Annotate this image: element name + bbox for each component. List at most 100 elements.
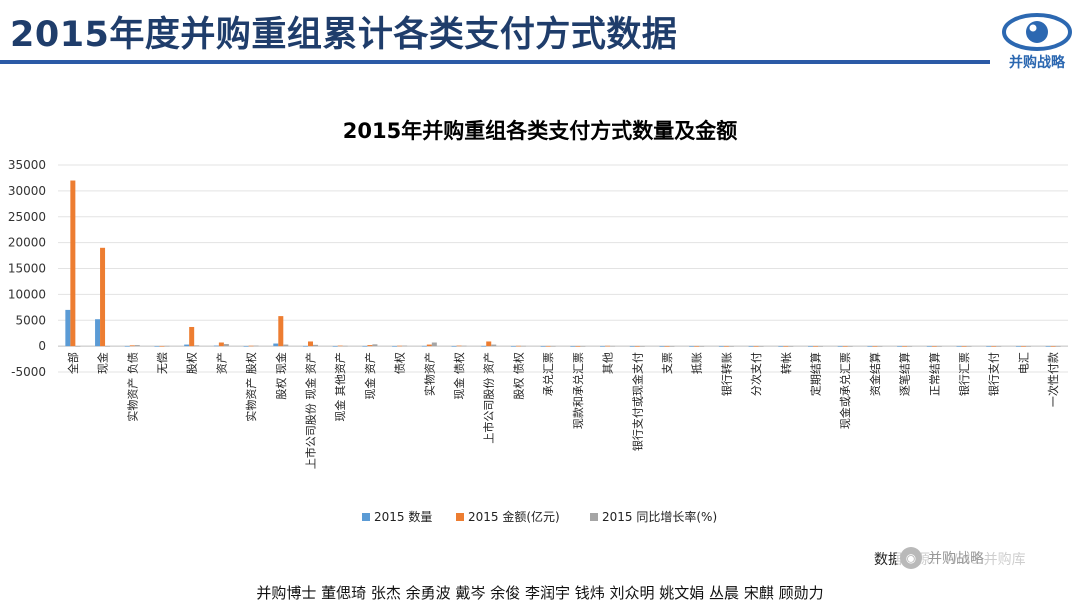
bar-s2-c28 — [907, 346, 913, 347]
y-tick-label: -5000 — [11, 365, 46, 379]
bar-s2-c0 — [75, 346, 81, 347]
y-tick-label: 5000 — [15, 313, 46, 327]
legend-label-0: 2015 数量 — [374, 509, 432, 524]
bar-s0-c20 — [659, 346, 665, 347]
eye-logo-icon — [1002, 13, 1072, 51]
bar-s0-c25 — [808, 346, 813, 347]
x-tick-label: 债权 — [393, 352, 407, 374]
x-tick-label: 分次支付 — [749, 352, 763, 396]
bar-s0-c24 — [778, 346, 784, 347]
bar-s2-c22 — [728, 346, 734, 347]
bar-s2-c5 — [223, 344, 229, 347]
bar-s0-c8 — [303, 345, 308, 347]
x-tick-label: 银行支付或现金支付 — [630, 352, 644, 451]
wechat-watermark: ◉ 并购战略 — [896, 545, 1044, 571]
bar-s0-c18 — [600, 346, 606, 347]
bar-s1-c14 — [486, 341, 492, 347]
x-tick-label: 现金 — [96, 352, 110, 374]
bar-s0-c5 — [213, 345, 219, 347]
bar-s2-c19 — [639, 346, 645, 347]
x-tick-label: 实物资产 股权 — [244, 352, 258, 422]
bar-s0-c12 — [421, 345, 427, 347]
x-tick-label: 承兑汇票 — [541, 352, 555, 396]
bar-s2-c30 — [966, 346, 972, 347]
x-tick-label: 现款和承兑汇票 — [571, 352, 585, 429]
bar-s1-c5 — [218, 342, 224, 347]
x-tick-label: 股权 债权 — [511, 352, 525, 400]
bar-s2-c7 — [283, 344, 289, 347]
bar-s1-c4 — [189, 326, 195, 347]
chart-title: 2015年并购重组各类支付方式数量及金额 — [343, 119, 737, 143]
bar-s1-c24 — [783, 346, 789, 347]
bar-s0-c30 — [956, 346, 962, 347]
bar-s2-c16 — [550, 345, 556, 347]
bar-s1-c1 — [100, 247, 106, 347]
bar-s0-c19 — [629, 346, 635, 347]
x-tick-label: 无偿 — [155, 352, 169, 374]
x-tick-label: 股权 — [186, 352, 199, 374]
x-tick-label: 上市公司股份 资产 — [482, 352, 496, 444]
x-tick-label: 定期结算 — [809, 352, 823, 396]
bar-s2-c10 — [372, 344, 378, 347]
bar-s1-c20 — [664, 346, 670, 347]
y-tick-label: 0 — [38, 339, 46, 353]
bar-s0-c6 — [243, 346, 249, 347]
bar-s1-c19 — [634, 346, 640, 347]
bar-s2-c13 — [461, 345, 467, 347]
authors-line: 并购博士 董偲琦 张杰 余勇波 戴岑 余俊 李润宇 钱炜 刘众明 姚文娟 丛晨 … — [256, 584, 824, 602]
bar-s2-c14 — [491, 344, 497, 347]
x-tick-label: 现金 资产 — [363, 352, 377, 400]
x-tick-label: 正常结算 — [927, 352, 941, 396]
bar-s2-c2 — [134, 345, 140, 347]
x-tick-label: 实物资产 负债 — [125, 352, 139, 422]
bar-s1-c3 — [159, 345, 165, 347]
bar-s1-c0 — [70, 180, 76, 347]
y-tick-label: 25000 — [8, 210, 46, 224]
bar-s0-c26 — [837, 346, 843, 347]
bar-s2-c21 — [699, 346, 705, 347]
bar-s2-c6 — [253, 345, 259, 347]
bar-s2-c12 — [431, 342, 437, 347]
bar-s1-c32 — [1020, 346, 1026, 347]
x-tick-label: 实物资产 — [422, 352, 436, 396]
bar-s2-c31 — [996, 346, 1002, 347]
logo-text: 并购战略 — [1009, 55, 1065, 71]
legend-swatch-0 — [362, 513, 370, 521]
bar-s1-c7 — [278, 316, 284, 347]
bar-s2-c23 — [758, 346, 764, 347]
x-tick-label: 现金 债权 — [452, 352, 466, 400]
bar-s2-c24 — [788, 346, 794, 347]
bar-s2-c27 — [877, 346, 883, 347]
bar-s2-c3 — [164, 345, 170, 347]
bar-s1-c8 — [308, 341, 313, 347]
bar-s2-c17 — [580, 346, 586, 347]
bar-s1-c6 — [248, 345, 254, 347]
bar-s2-c20 — [669, 346, 675, 347]
bar-s2-c33 — [1055, 346, 1061, 347]
wechat-account-name: 并购战略 — [928, 551, 984, 567]
legend-swatch-2 — [590, 513, 598, 521]
y-tick-label: 35000 — [8, 158, 46, 172]
x-tick-label: 现金 其他资产 — [333, 352, 347, 422]
bar-s1-c26 — [842, 346, 848, 347]
legend-label-2: 2015 同比增长率(%) — [602, 509, 717, 524]
bar-s2-c32 — [1025, 346, 1031, 347]
bar-s1-c10 — [367, 345, 373, 347]
y-tick-label: 15000 — [8, 262, 46, 276]
bar-s0-c17 — [570, 346, 576, 347]
x-tick-label: 资产 — [214, 352, 228, 374]
y-tick-label: 20000 — [8, 236, 46, 250]
x-tick-label: 电汇 — [1017, 352, 1030, 374]
bar-s2-c15 — [520, 345, 526, 347]
bar-s0-c7 — [273, 343, 279, 347]
x-tick-label: 现金或承兑汇票 — [838, 352, 852, 429]
bar-s0-c32 — [1015, 346, 1021, 347]
bar-s1-c9 — [337, 345, 343, 347]
bar-s1-c13 — [456, 345, 462, 347]
bar-s1-c11 — [397, 345, 403, 347]
bar-s0-c15 — [510, 346, 516, 347]
bar-s1-c30 — [961, 346, 967, 347]
bar-s2-c26 — [847, 346, 853, 347]
y-tick-label: 10000 — [8, 287, 46, 301]
bar-s0-c14 — [481, 345, 487, 347]
